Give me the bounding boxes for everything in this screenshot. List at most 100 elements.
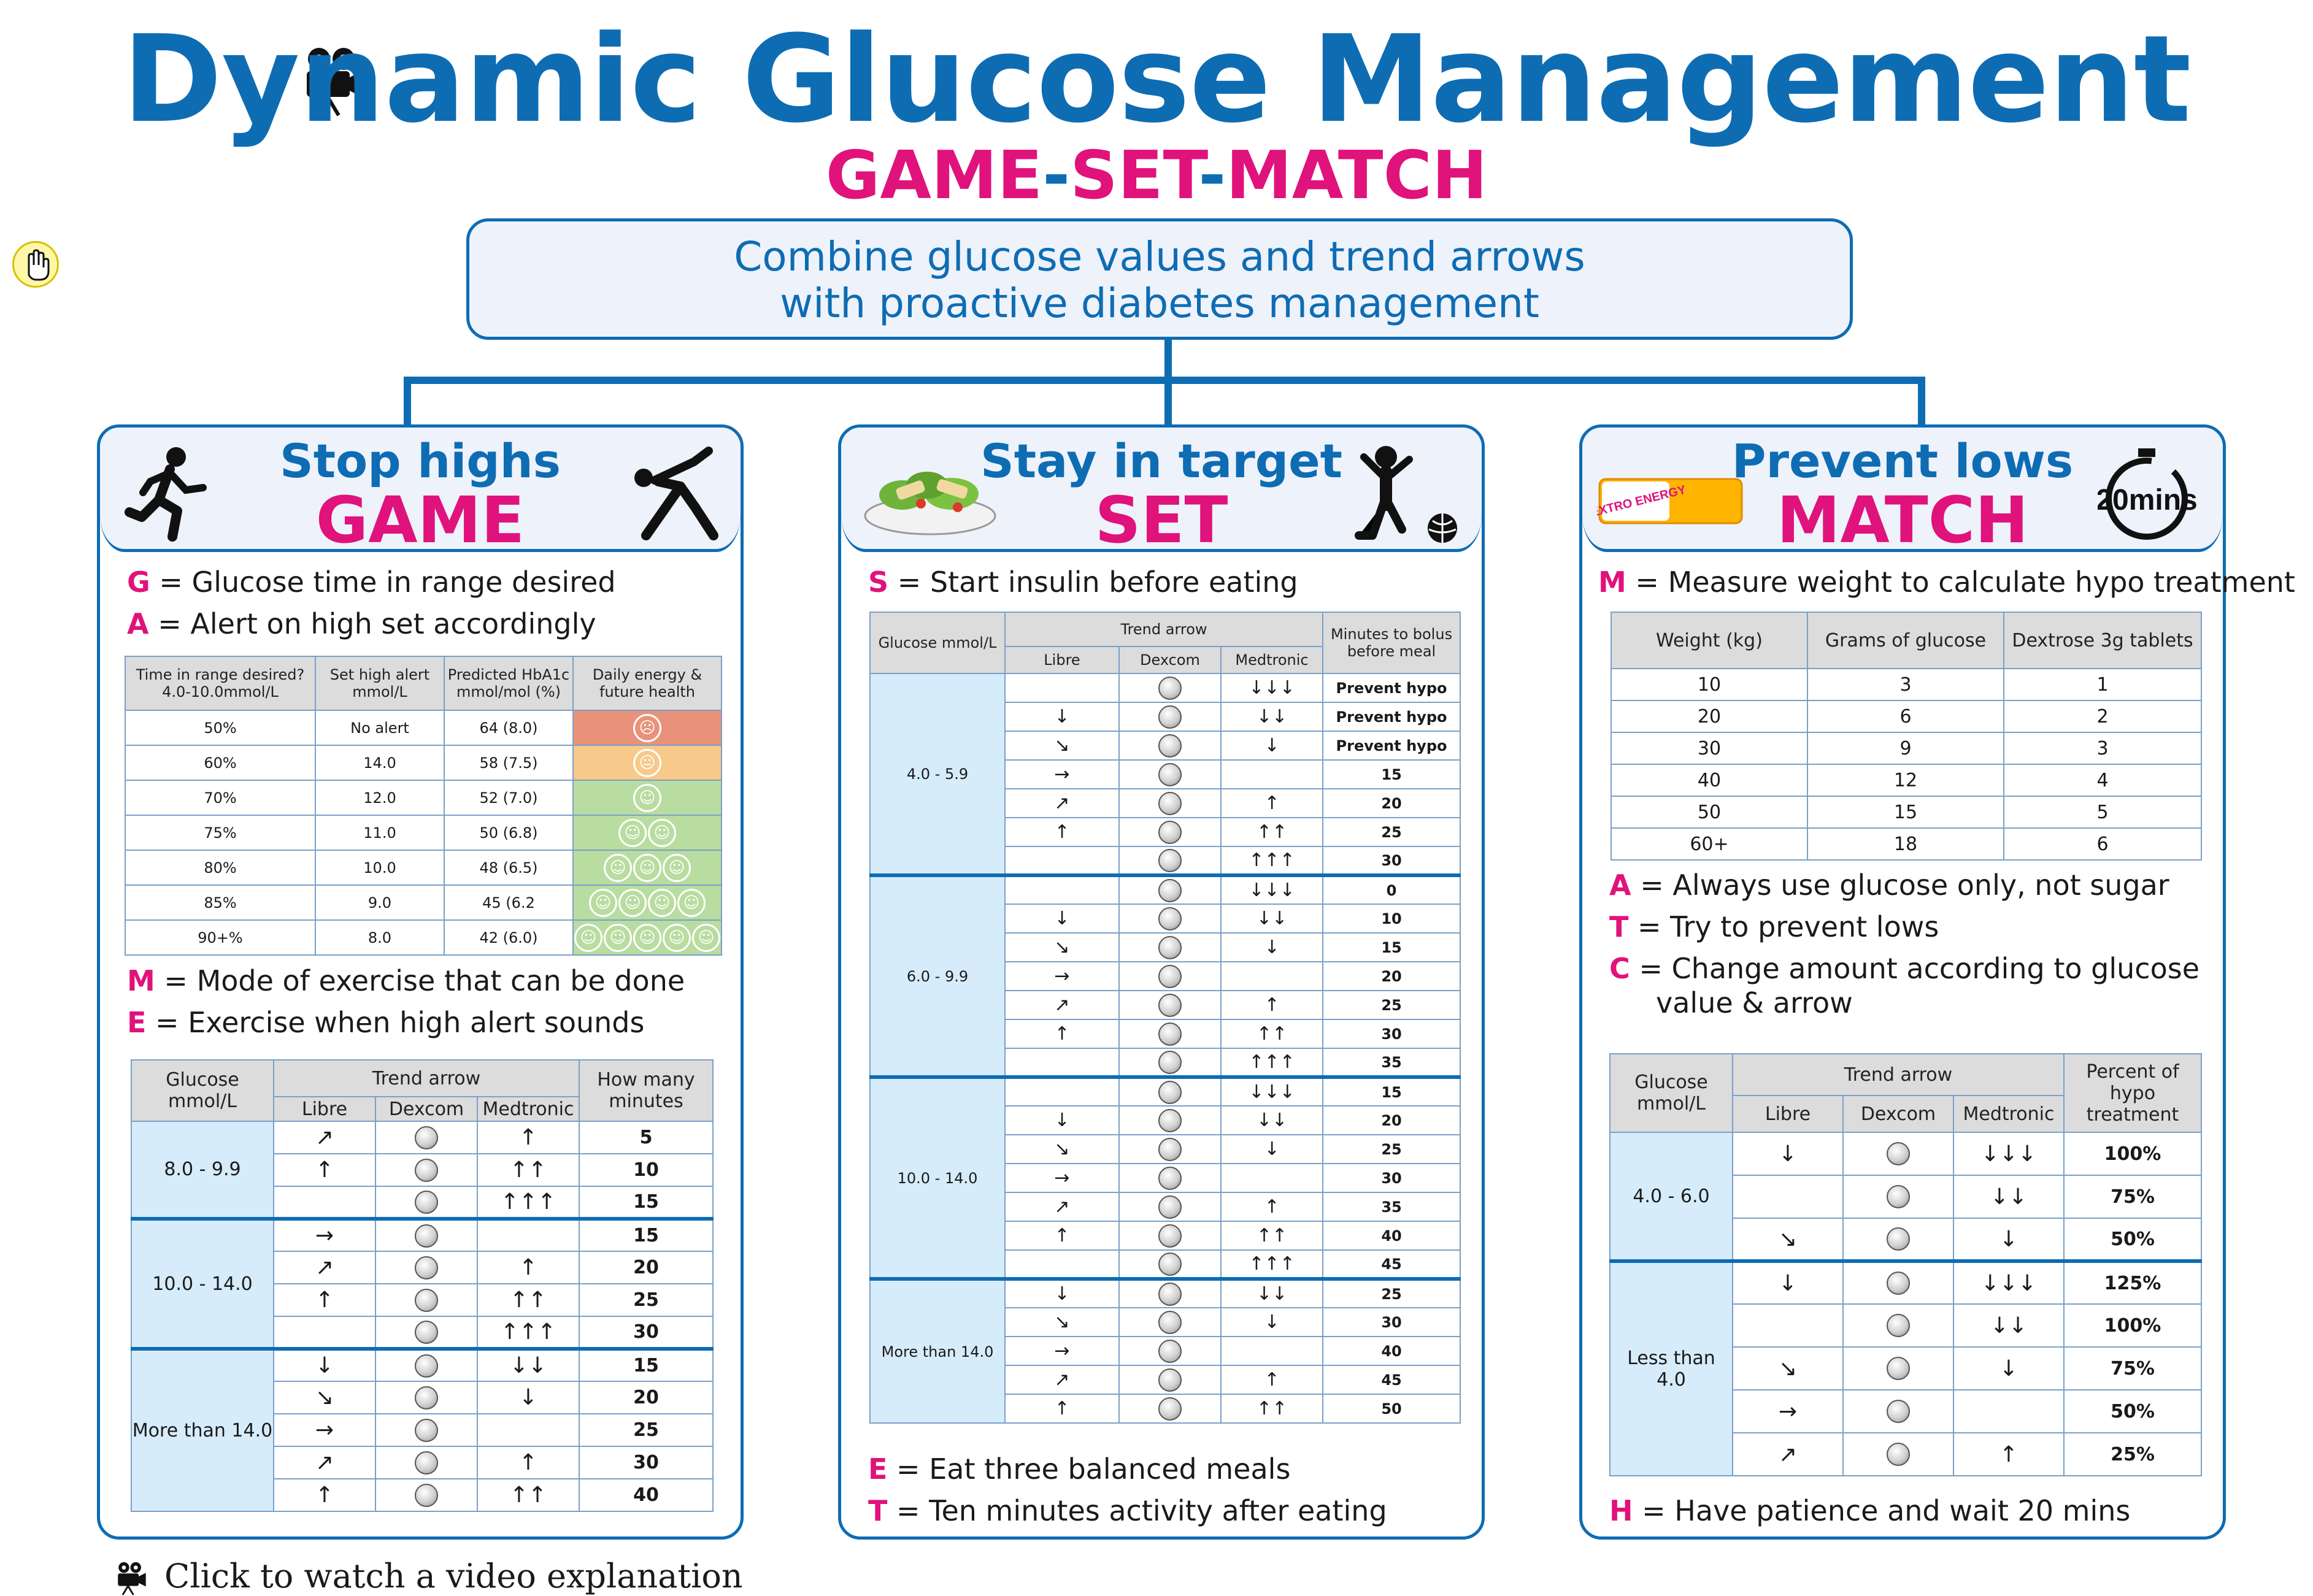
- libre-arrow: ↑: [273, 1153, 376, 1187]
- table-cell: 1: [2003, 668, 2202, 701]
- game-e-line: E = Exercise when high alert sounds: [127, 1006, 645, 1039]
- exercising-person-icon: [634, 447, 718, 540]
- sensor-dial-icon: [1887, 1185, 1910, 1208]
- connector-middle: [1164, 377, 1172, 426]
- sensor-dial-icon: [1158, 964, 1182, 988]
- dexcom-dial-cell: [375, 1478, 478, 1512]
- match-heading: Prevent lows: [1731, 434, 2074, 488]
- sensor-dial-icon: [415, 1126, 438, 1149]
- table-cell: 12: [1807, 764, 2004, 797]
- sensor-dial-icon: [1158, 935, 1182, 959]
- value-cell: 10: [579, 1153, 714, 1187]
- table-row: 10.0 - 14.0 → 15: [131, 1217, 714, 1349]
- table-cell: 4: [2003, 764, 2202, 797]
- table-cell: 60%: [125, 745, 316, 781]
- glucose-range-cell: More than 14.0: [131, 1347, 274, 1512]
- table-row: → 50%: [1610, 1389, 2202, 1433]
- table-cell: 2: [2003, 700, 2202, 733]
- dexcom-dial-cell: [375, 1121, 478, 1154]
- libre-arrow: ↓: [1732, 1259, 1844, 1305]
- dexcom-dial-cell: [375, 1413, 478, 1447]
- table-row: 75% 11.0 50 (6.8) ☺ ☺: [125, 815, 722, 851]
- table-cell: 5: [2003, 796, 2202, 829]
- table-cell: 60+: [1611, 827, 1808, 861]
- set-t-line: T = Ten minutes activity after eating: [868, 1494, 1387, 1527]
- subtitle-match: MATCH: [1226, 137, 1488, 214]
- value-cell: Prevent hypo: [1322, 731, 1461, 761]
- table-cell: 15: [1807, 796, 2004, 829]
- subtitle-dash: -: [1042, 137, 1071, 214]
- video-camera-icon[interactable]: [301, 44, 368, 118]
- table-row: → 40: [870, 1336, 1461, 1366]
- dexcom-dial-cell: [1842, 1389, 1954, 1433]
- medtronic-arrow: ↓↓: [1953, 1303, 2065, 1348]
- medtronic-arrow: ↑↑↑: [477, 1186, 580, 1219]
- dexcom-dial-cell: [375, 1446, 478, 1479]
- glucose-range-cell: 4.0 - 6.0: [1609, 1132, 1733, 1262]
- column-header: Dextrose 3g tablets: [2003, 612, 2202, 669]
- glucose-range-cell: 4.0 - 5.9: [869, 673, 1006, 876]
- table-cell: 6: [2003, 827, 2202, 861]
- table-row: 85% 9.0 45 (6.2 ☺ ☺ ☺ ☺: [125, 884, 722, 921]
- table-row: 80% 10.0 48 (6.5) ☺ ☺ ☺: [125, 850, 722, 886]
- table-cell: 48 (6.5): [444, 850, 574, 886]
- smiley-face-icon: ☺: [648, 888, 676, 917]
- smiley-face-icon: ☺: [648, 818, 676, 847]
- libre-arrow: ↓: [1004, 702, 1120, 732]
- value-cell: 40: [1322, 1336, 1461, 1366]
- medtronic-arrow: ↑↑: [1220, 817, 1324, 847]
- table-row: ↑ ↑↑ 10: [131, 1153, 714, 1187]
- medtronic-arrow: [1220, 961, 1324, 991]
- value-cell: 50%: [2063, 1389, 2202, 1433]
- value-cell: Prevent hypo: [1322, 673, 1461, 703]
- medtronic-arrow: ↑: [1220, 1365, 1324, 1395]
- subtitle-game: GAME: [825, 137, 1043, 214]
- column-header-trend: Trend arrow: [1732, 1053, 2065, 1096]
- table-cell: 42 (6.0): [444, 919, 574, 956]
- column-header: Daily energy & future health: [572, 656, 722, 711]
- game-title: GAME: [315, 483, 525, 558]
- dexcom-dial-cell: [1842, 1303, 1954, 1348]
- game-m-line: M = Mode of exercise that can be done: [127, 964, 685, 997]
- value-cell: 20: [1322, 961, 1461, 991]
- smiley-face-icon: ☺: [604, 923, 632, 952]
- medtronic-arrow: ↑↑: [1220, 1221, 1324, 1251]
- table-row: 70% 12.0 52 (7.0) ☺: [125, 780, 722, 816]
- table-row: Less than 4.0 ↓ ↓↓↓ 125%: [1609, 1259, 2202, 1476]
- video-link[interactable]: Click to watch a video explanation: [164, 1557, 743, 1595]
- smiley-face-icon: ☺: [618, 888, 647, 917]
- table-row: 30 9 3: [1611, 732, 2202, 765]
- medtronic-arrow: [1220, 759, 1324, 789]
- dexcom-dial-cell: [1118, 990, 1222, 1020]
- sensor-dial-icon: [1158, 879, 1182, 902]
- libre-arrow: ↑: [1004, 1394, 1120, 1424]
- smiley-face-icon: ☺: [633, 923, 661, 952]
- libre-arrow: →: [1004, 961, 1120, 991]
- dexcom-dial-cell: [1118, 1221, 1222, 1251]
- medtronic-arrow: ↓↓↓: [1953, 1259, 2065, 1305]
- libre-arrow: ↘: [1004, 731, 1120, 761]
- video-camera-icon[interactable]: [114, 1560, 148, 1596]
- sensor-dial-icon: [1887, 1272, 1910, 1295]
- libre-arrow: ↗: [273, 1251, 376, 1284]
- table-cell: 9: [1807, 732, 2004, 765]
- value-cell: 15: [579, 1186, 714, 1219]
- column-header-libre: Libre: [1004, 646, 1120, 674]
- libre-arrow: [1004, 1048, 1120, 1078]
- value-cell: 15: [579, 1347, 714, 1382]
- smiley-face-icon: ☹: [633, 713, 661, 742]
- medtronic-arrow: ↓: [1220, 932, 1324, 962]
- salad-plate-icon: [864, 472, 996, 535]
- sensor-dial-icon: [1158, 676, 1182, 700]
- dexcom-dial-cell: [1118, 1365, 1222, 1395]
- value-cell: 30: [579, 1316, 714, 1349]
- libre-arrow: ↗: [1732, 1432, 1844, 1476]
- table-row: ↗ ↑ 35: [870, 1192, 1461, 1222]
- libre-arrow: ↘: [1004, 932, 1120, 962]
- medtronic-arrow: ↓↓↓: [1220, 1075, 1324, 1107]
- sensor-dial-icon: [1158, 1252, 1182, 1276]
- medtronic-arrow: ↑: [1953, 1432, 2065, 1476]
- medtronic-arrow: ↓: [477, 1381, 580, 1414]
- value-cell: 35: [1322, 1048, 1461, 1078]
- game-trend-table: Glucose mmol/L Trend arrow How many minute…: [131, 1059, 714, 1512]
